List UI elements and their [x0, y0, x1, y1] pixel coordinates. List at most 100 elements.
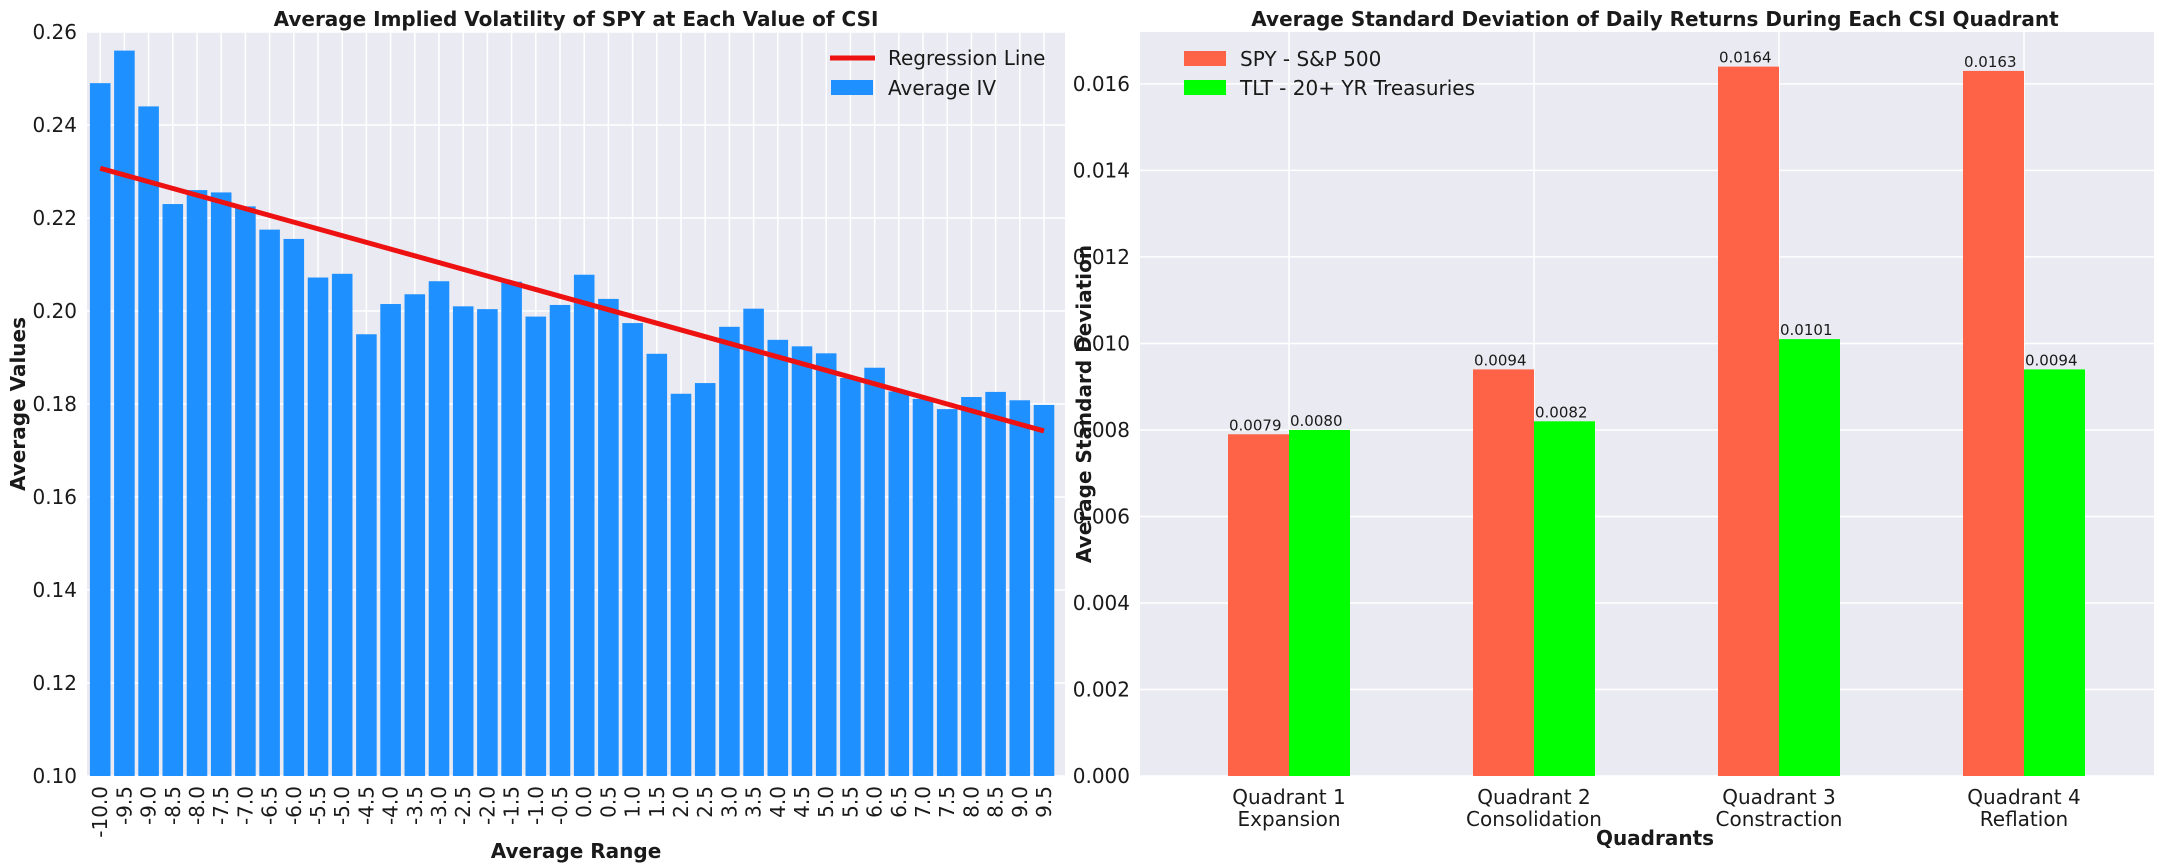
legend-std: SPY - S&P 500 TLT - 20+ YR Treasuries	[1184, 47, 1475, 100]
y-tick-label: 0.002	[1073, 677, 1130, 701]
bar-value-label: 0.0082	[1535, 403, 1588, 421]
x-tick-label: 6.5	[887, 786, 911, 818]
bar-average-iv	[622, 323, 643, 776]
x-tick-label: 5.5	[838, 786, 862, 818]
x-tick-label: -8.5	[161, 786, 185, 825]
x-tick-label: 2.5	[693, 786, 717, 818]
y-tick-label: 0.008	[1073, 418, 1130, 442]
legend-label-spy: SPY - S&P 500	[1240, 47, 1381, 71]
bar-tlt	[1779, 339, 1840, 776]
bar-value-labels-std: 0.0079 0.0080 0.0094 0.0082 0.0164 0.0101 0.01…	[1229, 49, 2078, 435]
bar-average-iv	[283, 238, 305, 777]
bar-tlt	[1289, 429, 1350, 776]
legend-label-tlt: TLT - 20+ YR Treasuries	[1239, 76, 1475, 100]
bar-average-iv	[89, 83, 111, 776]
x-tick-label: 2.0	[669, 786, 693, 818]
x-tick-label: -0.5	[548, 786, 572, 825]
bar-average-iv	[743, 308, 764, 776]
bar-average-iv	[186, 190, 208, 777]
bar-average-iv	[961, 397, 982, 776]
x-tick-label: 4.5	[790, 786, 814, 818]
bar-value-label: 0.0101	[1780, 321, 1833, 339]
x-tick-label: -4.5	[354, 786, 378, 825]
x-tick-label: -3.0	[427, 786, 451, 825]
legend-label-regression: Regression Line	[888, 46, 1045, 70]
x-tick-label: -9.0	[137, 786, 161, 825]
x-axis-label-iv: Average Range	[491, 839, 662, 863]
y-tick-label: 0.14	[32, 578, 77, 602]
bar-average-iv	[985, 391, 1006, 776]
bar-average-iv	[815, 353, 837, 776]
x-tick-label: -8.0	[185, 786, 209, 825]
bar-spy	[1718, 66, 1779, 776]
bar-average-iv	[501, 281, 522, 776]
bar-average-iv	[210, 192, 232, 777]
bar-value-label: 0.0080	[1290, 412, 1343, 430]
bar-average-iv	[428, 281, 450, 776]
y-tick-label: 0.014	[1073, 158, 1130, 182]
x-tick-label: -7.0	[233, 786, 257, 825]
bar-average-iv	[477, 309, 498, 776]
y-tick-label: 0.18	[32, 392, 77, 416]
legend-swatch-tlt	[1184, 80, 1226, 95]
y-tick-label: 0.22	[32, 206, 77, 230]
x-tick-label: -3.5	[403, 786, 427, 825]
bar-spy	[1228, 434, 1289, 776]
legend-label-average-iv: Average IV	[888, 76, 996, 100]
bar-average-iv	[356, 334, 377, 776]
y-tick-label: 0.10	[32, 764, 77, 788]
bar-tlt	[2024, 369, 2085, 776]
chart-iv-by-csi: 0.10 0.12 0.14 0.16 0.18 0.20 0.22 0.24 0.26 -10…	[6, 7, 1065, 863]
bar-average-iv	[259, 229, 280, 776]
y-tick-label: 0.20	[32, 299, 77, 323]
y-axis-label-std: Average Standard Deviation	[1072, 245, 1096, 563]
y-tick-label: 0.26	[32, 20, 77, 44]
y-tick-label: 0.004	[1073, 591, 1130, 615]
bar-average-iv	[646, 353, 668, 776]
bar-spy	[1963, 70, 2024, 776]
bars-average-iv	[89, 50, 1055, 777]
bar-average-iv	[573, 274, 595, 776]
x-tick-label: -1.0	[524, 786, 548, 825]
bar-average-iv	[1009, 400, 1031, 776]
bar-average-iv	[791, 346, 813, 776]
chart-title-std: Average Standard Deviation of Daily Retu…	[1251, 7, 2059, 31]
x-tick-label: -6.0	[282, 786, 306, 825]
chart-std-by-quadrant: 0.0079 0.0080 0.0094 0.0082 0.0164 0.0101 0.01…	[1072, 7, 2154, 850]
legend-swatch-spy	[1184, 51, 1226, 66]
x-tick-label: 0.0	[572, 786, 596, 818]
x-tick-label: 9.5	[1032, 786, 1056, 818]
x-tick-label: 3.0	[717, 786, 741, 818]
bar-average-iv	[307, 277, 329, 776]
y-tick-label: 0.012	[1073, 245, 1130, 269]
bar-average-iv	[719, 326, 740, 776]
y-tick-label: 0.12	[32, 671, 77, 695]
bar-average-iv	[114, 50, 135, 777]
chart-title-iv: Average Implied Volatility of SPY at Eac…	[274, 7, 879, 31]
bar-average-iv	[452, 306, 474, 776]
x-tick-label: Consolidation	[1466, 807, 1602, 831]
x-tick-label: Constraction	[1716, 807, 1843, 831]
bar-average-iv	[598, 298, 619, 776]
bar-average-iv	[138, 106, 159, 776]
bar-average-iv	[767, 339, 789, 776]
x-tick-label: 8.0	[959, 786, 983, 818]
y-tick-label: 0.010	[1073, 331, 1130, 355]
bar-average-iv	[864, 367, 885, 776]
bar-average-iv	[1033, 404, 1055, 776]
x-tick-label: -7.5	[209, 786, 233, 825]
bar-value-label: 0.0163	[1964, 53, 2017, 71]
y-tick-label: 0.24	[32, 113, 77, 137]
y-tick-labels-iv: 0.10 0.12 0.14 0.16 0.18 0.20 0.22 0.24 0.26	[32, 20, 77, 788]
bar-average-iv	[235, 206, 256, 776]
x-tick-label: -5.0	[330, 786, 354, 825]
x-tick-label: -5.5	[306, 786, 330, 825]
x-tick-label: Quadrant 4	[1967, 785, 2080, 809]
bar-average-iv	[670, 393, 692, 776]
bar-average-iv	[694, 383, 716, 776]
y-tick-label: 0.006	[1073, 504, 1130, 528]
x-tick-label: -6.5	[258, 786, 282, 825]
